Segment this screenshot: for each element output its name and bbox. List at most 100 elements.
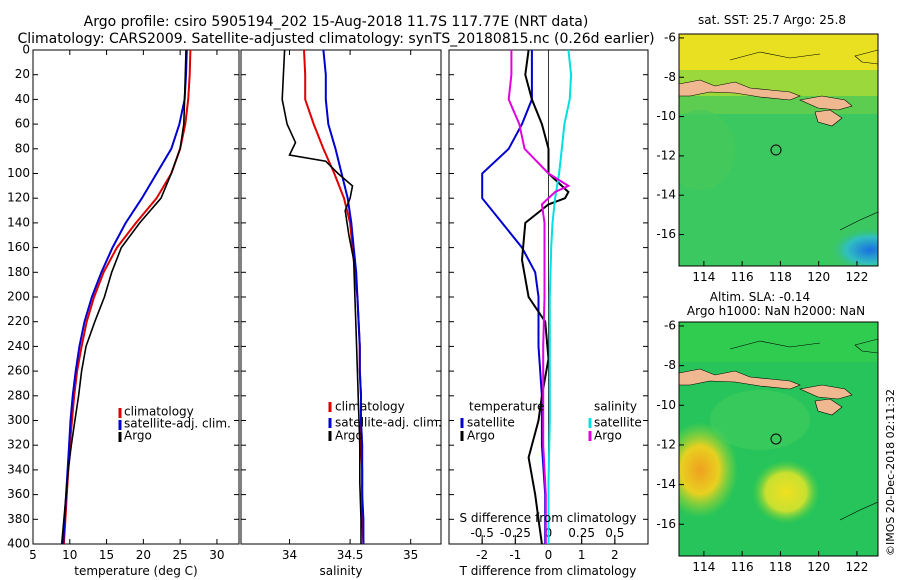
depth-tick-label: 20	[15, 67, 30, 81]
temperature-tick-label: 20	[136, 548, 151, 562]
temperature-series-satellite-adj-clim-	[62, 49, 188, 545]
latitude-tick-label: -16	[656, 227, 676, 241]
t-difference-tick-label: -1	[509, 548, 521, 562]
legend-title-temperature: temperature	[469, 400, 544, 414]
latitude-tick-label: -8	[664, 70, 676, 84]
argo-location-marker	[770, 144, 782, 156]
depth-tick-label: 0	[22, 43, 30, 57]
legend-label-s-argo: Argo	[594, 429, 622, 443]
t-difference-axis-label: T difference from climatology	[459, 564, 637, 578]
difference-series-s-argo	[507, 50, 571, 544]
sla-map-subtitle: Argo h1000: NaN h2000: NaN	[687, 304, 865, 318]
depth-tick-label: 240	[7, 339, 30, 353]
t-difference-tick-label: 1	[578, 548, 586, 562]
sla-map-title: Altim. SLA: -0.14	[710, 290, 810, 304]
temperature-tick-label: 5	[29, 548, 37, 562]
sla-map-ticks: 114 116 118 120 122 -6 -8 -10 -12 -14 -16	[656, 318, 868, 574]
longitude-tick-label: 118	[769, 560, 792, 574]
sst-map-title: sat. SST: 25.7 Argo: 25.8	[698, 13, 846, 27]
depth-tick-label: 200	[7, 290, 30, 304]
latitude-tick-label: -14	[656, 188, 676, 202]
temperature-panel: 0 20 40 60 80 100 120 140 160 180 200 220 240 260 280 3…	[7, 43, 240, 578]
salinity-panel: 34 34.5 35 salinity climatology satellite-…	[240, 49, 442, 578]
argo-location-marker	[770, 433, 782, 445]
legend-label-satellite: satellite-adj. clim.	[124, 417, 231, 431]
t-difference-tick-label: 2	[611, 548, 619, 562]
title-line-1: Argo profile: csiro 5905194_202 15-Aug-2…	[84, 14, 589, 30]
longitude-tick-label: 122	[845, 560, 868, 574]
t-difference-axis-ticks: -2 -1 0 1 2	[476, 539, 619, 562]
land-flores	[798, 384, 853, 400]
temperature-plot-frame	[32, 49, 240, 545]
temperature-tick-label: 30	[209, 548, 224, 562]
latitude-tick-label: -12	[656, 148, 676, 162]
land-java-coast	[679, 79, 801, 101]
imos-credit: ©IMOS 20-Dec-2018 02:11:32	[884, 389, 897, 556]
depth-tick-label: 380	[7, 512, 30, 526]
latitude-tick-label: -10	[656, 398, 676, 412]
depth-tick-label: 360	[7, 487, 30, 501]
difference-series-s-satellite	[547, 49, 573, 544]
latitude-tick-label: -10	[656, 109, 676, 123]
s-difference-tick-label: 0.5	[605, 526, 624, 540]
depth-tick-label: 120	[7, 191, 30, 205]
depth-tick-label: 60	[15, 117, 30, 131]
legend-label-satellite: satellite-adj. clim.	[335, 416, 442, 430]
legend-label-t-argo: Argo	[467, 429, 495, 443]
temperature-legend: climatology satellite-adj. clim. Argo	[118, 405, 231, 443]
depth-tick-label: 140	[7, 215, 30, 229]
latitude-tick-label: -14	[656, 477, 676, 491]
temperature-axis-label: temperature (deg C)	[74, 564, 197, 578]
latitude-tick-label: -6	[664, 318, 676, 332]
difference-profiles	[481, 49, 573, 545]
salinity-legend: climatology satellite-adj. clim. Argo	[328, 400, 442, 443]
depth-tick-label: 40	[15, 92, 30, 106]
legend-title-salinity: salinity	[594, 400, 637, 414]
depth-tick-label: 220	[7, 314, 30, 328]
salinity-tick-label: 34.5	[337, 548, 364, 562]
s-difference-tick-label: 0.25	[568, 526, 595, 540]
latitude-tick-label: -8	[664, 358, 676, 372]
sst-map-panel: sat. SST: 25.7 Argo: 25.8	[656, 13, 879, 284]
longitude-tick-label: 116	[731, 560, 754, 574]
depth-tick-label: 400	[7, 537, 30, 551]
sst-field	[679, 34, 878, 266]
legend-label-s-satellite: satellite	[594, 416, 642, 430]
salinity-plot-frame	[240, 49, 442, 545]
temperature-tick-label: 25	[173, 548, 188, 562]
temperature-profiles	[60, 49, 192, 545]
sla-map-frame	[678, 321, 879, 557]
salinity-series-satellite-adj-clim-	[322, 49, 365, 544]
s-difference-axis-label: S difference from climatology	[460, 511, 637, 525]
legend-label-climatology: climatology	[124, 405, 194, 419]
temperature-series-argo	[60, 49, 187, 545]
temperature-axis-ticks: 5 10 15 20 25 30	[29, 50, 225, 562]
longitude-tick-label: 114	[692, 270, 715, 284]
latitude-tick-label: -6	[664, 30, 676, 44]
temperature-series-climatology	[62, 49, 192, 545]
longitude-tick-label: 120	[807, 560, 830, 574]
land-java-coast	[679, 368, 801, 390]
sst-map-frame	[678, 33, 879, 267]
sla-field	[679, 322, 878, 556]
latitude-tick-label: -12	[656, 437, 676, 451]
difference-depth-ticks	[449, 49, 648, 545]
t-difference-tick-label: 0	[545, 548, 553, 562]
longitude-tick-label: 116	[731, 270, 754, 284]
depth-tick-label: 180	[7, 265, 30, 279]
t-difference-tick-label: -2	[476, 548, 488, 562]
land-sumba	[814, 109, 843, 127]
s-difference-tick-label: -0.25	[500, 526, 531, 540]
depth-axis-ticks: 0 20 40 60 80 100 120 140 160 180 200 220 240 260 280 3…	[7, 43, 239, 551]
temperature-tick-label: 10	[62, 548, 77, 562]
longitude-tick-label: 122	[845, 270, 868, 284]
legend-label-t-satellite: satellite	[467, 416, 515, 430]
depth-tick-label: 300	[7, 413, 30, 427]
land-flores	[798, 95, 853, 111]
difference-panel: -2 -1 0 1 2 -0.5 -0.25 0 0.25 0.5 T difference f…	[448, 49, 649, 578]
depth-tick-label: 260	[7, 364, 30, 378]
s-difference-tick-label: -0.5	[470, 526, 493, 540]
depth-tick-label: 80	[15, 141, 30, 155]
difference-series-t-satellite	[481, 50, 547, 544]
